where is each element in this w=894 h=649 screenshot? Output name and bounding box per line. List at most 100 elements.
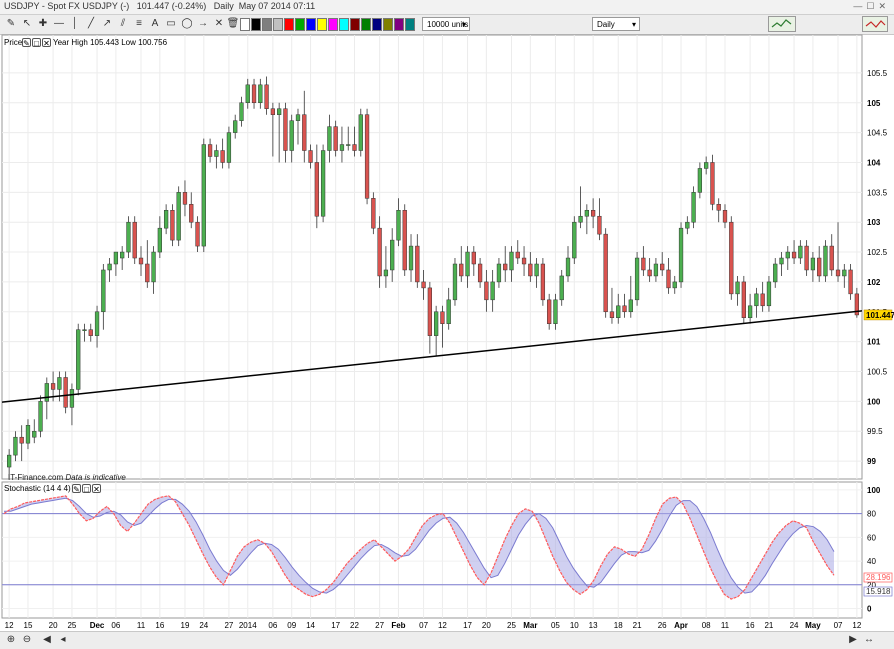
candle-body — [19, 436, 24, 444]
color-swatch[interactable] — [284, 18, 294, 31]
zoom-in-icon[interactable]: ⊕ — [6, 634, 16, 645]
arrow-icon[interactable]: → — [198, 18, 208, 29]
color-swatch[interactable] — [262, 18, 272, 31]
x-tick-label: 19 — [181, 621, 190, 630]
indicative-note: Data is indicative — [65, 473, 126, 482]
period-select[interactable]: Daily ▾ — [592, 17, 640, 31]
candle-body — [547, 299, 552, 324]
candle-body — [302, 114, 307, 151]
x-tick-label: 16 — [155, 621, 164, 630]
delete-icon[interactable]: ✕ — [214, 18, 224, 29]
scroll-left-end-icon[interactable]: ◂ — [60, 634, 66, 645]
color-swatches[interactable] — [240, 18, 415, 31]
candle-body — [553, 299, 558, 324]
cursor-icon[interactable]: ↖ — [22, 18, 32, 29]
color-swatch[interactable] — [328, 18, 338, 31]
candle-body — [390, 239, 395, 271]
title-bar: USDJPY - Spot FX USDJPY (-) 101.447 (-0.… — [0, 0, 894, 15]
window-title: USDJPY - Spot FX USDJPY (-) 101.447 (-0.… — [4, 1, 316, 11]
price-tick-label: 105.5 — [867, 69, 888, 78]
x-tick-label: 25 — [507, 621, 516, 630]
close-icon[interactable]: ✕ — [92, 484, 101, 494]
trendline-icon[interactable]: ╱ — [87, 18, 95, 29]
candle-body — [509, 251, 514, 271]
close-icon[interactable]: ✕ — [42, 38, 51, 48]
color-swatch[interactable] — [350, 18, 360, 31]
color-swatch[interactable] — [394, 18, 404, 31]
candle-body — [25, 425, 31, 444]
zoom-out-icon[interactable]: ⊖ — [22, 634, 32, 645]
x-tick-label: 21 — [633, 621, 642, 630]
candle-body — [358, 114, 363, 151]
fibonacci-icon[interactable]: ≡ — [136, 18, 142, 29]
ellipse-icon[interactable]: ◯ — [181, 18, 193, 29]
indicator-icon — [865, 20, 886, 28]
stochastic-fill — [4, 495, 834, 600]
color-swatch[interactable] — [405, 18, 415, 31]
last-price-tag — [863, 309, 893, 321]
candle-body — [239, 102, 244, 121]
settings-icon[interactable]: ✎ — [72, 484, 81, 494]
candle-body — [854, 293, 859, 316]
horizontal-line-icon[interactable]: — — [54, 18, 64, 29]
color-swatch[interactable] — [383, 18, 393, 31]
settings-icon[interactable]: ✎ — [22, 38, 31, 48]
stochastic-k-line — [3, 495, 835, 600]
vertical-line-icon[interactable]: │ — [71, 18, 79, 29]
candle-body — [716, 204, 721, 211]
color-swatch[interactable] — [339, 18, 349, 31]
color-swatch[interactable] — [306, 18, 316, 31]
chevron-down-icon: ▾ — [631, 20, 636, 29]
candle-body — [590, 210, 596, 217]
color-swatch[interactable] — [251, 18, 261, 31]
maximize-icon[interactable]: □ — [82, 484, 91, 494]
color-swatch[interactable] — [240, 18, 250, 31]
channel-icon[interactable]: ⫽ — [120, 18, 126, 29]
color-swatch[interactable] — [372, 18, 382, 31]
candle-body — [364, 114, 370, 199]
candle-body — [126, 221, 131, 253]
chart-type-button[interactable] — [768, 16, 796, 32]
x-tick-label: 06 — [268, 621, 277, 630]
candle-body — [346, 144, 351, 146]
crosshair-icon[interactable]: ✚ — [38, 18, 48, 29]
candle-body — [496, 263, 502, 283]
maximize-icon[interactable]: □ — [32, 38, 41, 48]
x-tick-label: 09 — [287, 621, 296, 630]
text-icon[interactable]: A — [151, 18, 159, 29]
candle-body — [722, 210, 728, 223]
color-swatch[interactable] — [273, 18, 283, 31]
trash-icon[interactable]: 🗑 — [226, 18, 240, 29]
scroll-bar[interactable]: ⊕ ⊖ ◀ ◂ ▶ ↔ — [0, 631, 894, 649]
data-source-note: IT-Finance.com Data is indicative — [8, 473, 126, 482]
fit-icon[interactable]: ↔ — [864, 634, 874, 645]
candle-body — [735, 281, 740, 295]
color-swatch[interactable] — [317, 18, 327, 31]
color-swatch[interactable] — [295, 18, 305, 31]
candle-body — [565, 257, 571, 277]
stochastic-d-value: 15.918 — [866, 587, 891, 596]
indicator-button[interactable] — [862, 16, 888, 32]
x-tick-label: 05 — [551, 621, 560, 630]
rectangle-icon[interactable]: ▭ — [166, 18, 176, 29]
price-tick-label: 103.5 — [867, 188, 888, 197]
scroll-right-icon[interactable]: ▶ — [849, 634, 857, 645]
candle-body — [446, 299, 451, 324]
units-select-value: 10000 units — [427, 20, 469, 29]
candle-body — [182, 192, 188, 205]
chart-icon — [771, 19, 792, 28]
ray-icon[interactable]: ↗ — [102, 18, 112, 29]
candle-body — [339, 144, 345, 151]
window-controls[interactable]: ―☐✕ — [853, 1, 890, 11]
candle-body — [270, 108, 276, 115]
scroll-left-icon[interactable]: ◀ — [43, 634, 51, 645]
units-select[interactable]: 10000 units ▾ — [422, 17, 470, 31]
color-swatch[interactable] — [361, 18, 371, 31]
candle-body — [622, 305, 627, 313]
pencil-icon[interactable]: ✎ — [6, 18, 16, 29]
x-tick-label: 18 — [614, 621, 623, 630]
candle-body — [459, 263, 464, 277]
candle-body — [747, 305, 753, 318]
stochastic-tick-label: 20 — [867, 581, 876, 590]
